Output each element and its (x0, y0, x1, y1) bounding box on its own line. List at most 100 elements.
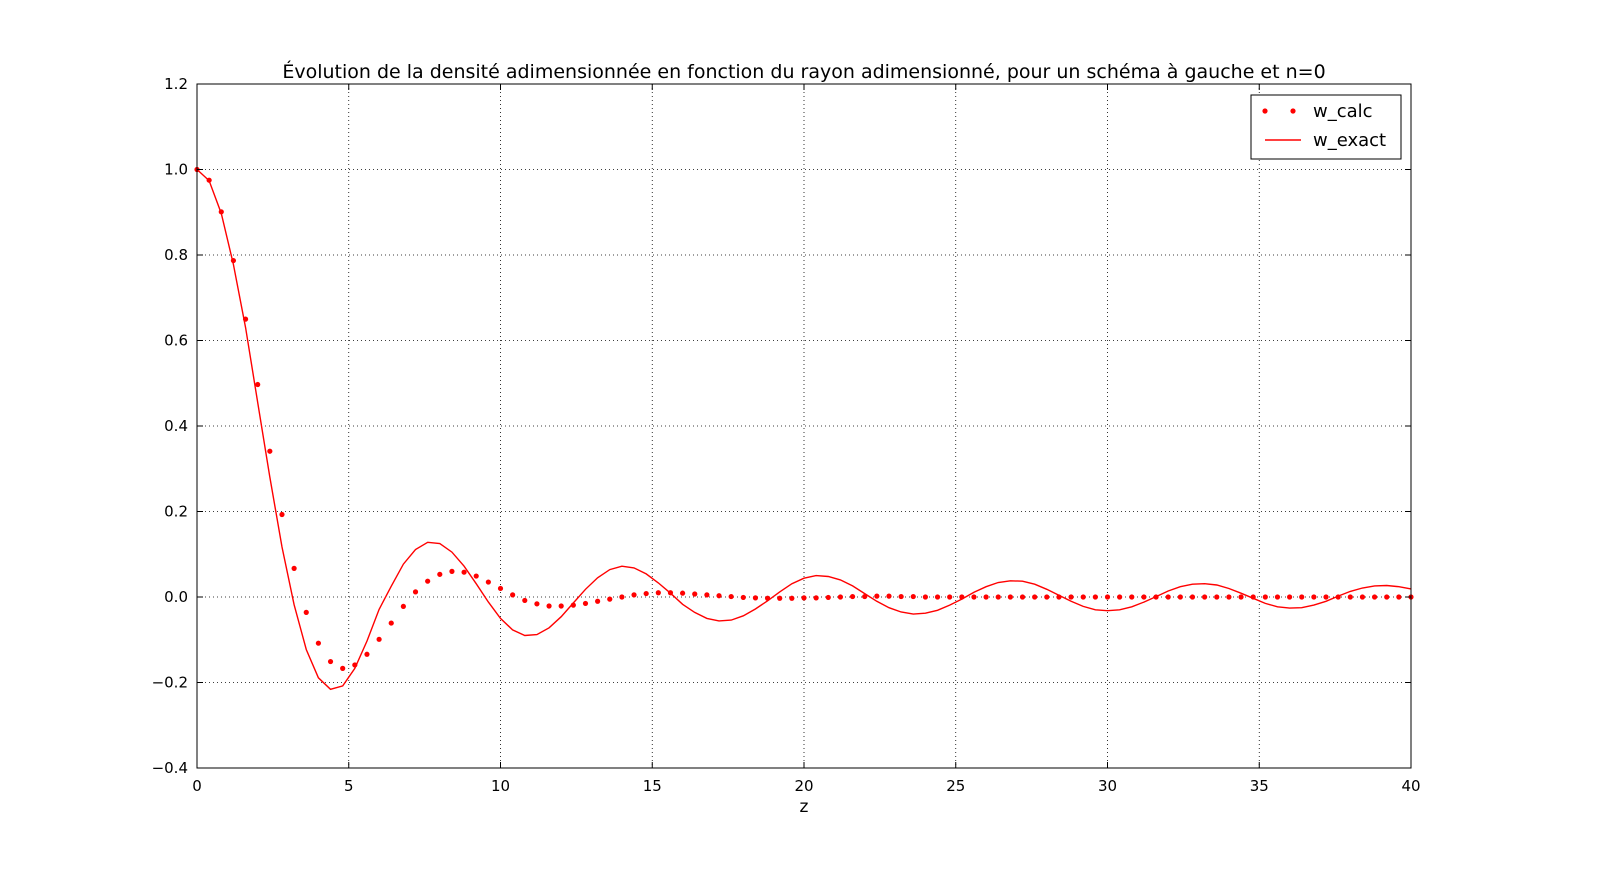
data-point-w_calc (704, 592, 710, 598)
y-tick-label: 0.8 (164, 246, 188, 264)
data-point-w_calc (825, 594, 831, 601)
data-point-w_calc (473, 573, 479, 579)
y-tick-label: 0.2 (164, 503, 188, 521)
data-point-w_calc (1068, 594, 1074, 600)
data-point-w_calc (922, 594, 929, 600)
data-point-w_calc (534, 601, 540, 607)
data-point-w_calc (1141, 594, 1147, 600)
data-point-w_calc (1044, 594, 1050, 600)
data-point-w_calc (1396, 594, 1402, 600)
x-tick-label: 40 (1401, 777, 1420, 795)
data-point-w_calc (1202, 594, 1208, 600)
data-point-w_calc (279, 511, 285, 518)
legend-label-w_exact: w_exact (1313, 130, 1386, 151)
data-point-w_calc (340, 665, 346, 671)
x-tick-label: 35 (1250, 777, 1269, 795)
x-axis-label: z (800, 797, 809, 817)
data-point-w_calc (1384, 594, 1390, 600)
data-point-w_calc (607, 596, 613, 602)
y-tick-label: −0.2 (152, 674, 188, 692)
data-point-w_calc (1274, 594, 1281, 600)
data-point-w_calc (376, 636, 382, 642)
data-point-w_calc (886, 593, 892, 599)
y-tick-label: 1.2 (164, 75, 188, 93)
data-point-w_calc (777, 595, 783, 601)
data-point-w_calc (862, 593, 868, 600)
data-point-w_calc (849, 593, 856, 600)
data-point-w_calc (582, 600, 589, 607)
data-point-w_calc (740, 594, 746, 601)
data-point-w_calc (1117, 594, 1123, 600)
data-point-w_calc (364, 651, 370, 657)
data-point-w_calc (558, 603, 564, 609)
data-point-w_calc (1299, 594, 1305, 600)
data-point-w_calc (1032, 594, 1038, 600)
data-point-w_calc (1177, 594, 1183, 600)
data-point-w_calc (1092, 594, 1098, 600)
legend-label-w_calc: w_calc (1313, 101, 1373, 122)
data-point-w_calc (1347, 594, 1353, 600)
data-point-w_calc (898, 593, 904, 600)
data-point-w_calc (1323, 594, 1329, 600)
data-point-w_calc (497, 585, 504, 592)
data-point-w_calc (1371, 594, 1378, 600)
data-point-w_calc (1189, 594, 1196, 600)
data-point-w_calc (1080, 594, 1086, 600)
data-point-w_calc (327, 658, 334, 665)
y-tick-label: 0.6 (164, 332, 188, 350)
legend: w_calc w_exact (1250, 94, 1402, 160)
data-point-w_calc (412, 589, 419, 595)
data-point-w_calc (643, 590, 649, 597)
data-point-w_calc (801, 595, 807, 601)
x-tick-label: 20 (794, 777, 813, 795)
data-point-w_calc (291, 565, 297, 571)
data-point-w_calc (437, 571, 443, 577)
y-tick-label: 1.0 (164, 161, 188, 179)
data-point-w_calc (655, 590, 661, 596)
series-line-w_exact (196, 168, 1412, 691)
data-point-w_calc (1104, 594, 1111, 600)
data-point-w_calc (1311, 594, 1317, 600)
data-point-w_calc (1019, 594, 1026, 600)
data-point-w_calc (680, 590, 686, 596)
data-point-w_calc (388, 620, 394, 626)
data-point-w_calc (255, 381, 261, 388)
y-tick-label: 0.0 (164, 588, 188, 606)
data-point-w_calc (1226, 594, 1232, 600)
plot-series (194, 166, 1414, 691)
data-point-w_calc (1007, 594, 1013, 600)
data-point-w_calc (522, 597, 528, 604)
x-tick-label: 10 (491, 777, 510, 795)
data-point-w_calc (449, 568, 455, 574)
data-point-w_calc (315, 640, 321, 646)
data-point-w_calc (303, 609, 309, 615)
data-point-w_calc (874, 593, 880, 599)
data-point-w_calc (1262, 594, 1268, 600)
data-point-w_calc (971, 594, 977, 600)
data-point-w_calc (1129, 594, 1135, 600)
x-tick-label: 15 (643, 777, 662, 795)
data-point-w_calc (1214, 594, 1220, 600)
data-point-w_calc (595, 598, 601, 604)
data-point-w_calc (728, 593, 734, 600)
x-tick-label: 0 (192, 777, 202, 795)
data-point-w_calc (400, 603, 406, 610)
data-point-w_calc (813, 595, 819, 601)
legend-swatch-w_calc (1262, 108, 1268, 114)
x-tick-label: 30 (1098, 777, 1117, 795)
data-point-w_calc (425, 578, 431, 584)
legend-swatch-w_calc (1290, 108, 1296, 114)
legend-box (1250, 94, 1402, 160)
data-point-w_calc (267, 448, 273, 454)
data-point-w_calc (934, 594, 941, 600)
axis-ticks: 0 5 10 15 20 25 30 35 40 −0.4 −0.2 0.0 0.2 0.4 0.6 0.8 1… (152, 75, 1421, 795)
data-point-w_calc (789, 595, 795, 601)
data-point-w_calc (692, 591, 698, 597)
x-tick-label: 25 (946, 777, 965, 795)
data-point-w_calc (485, 579, 491, 585)
data-point-w_calc (1165, 594, 1171, 600)
y-tick-label: 0.4 (164, 417, 188, 435)
data-point-w_calc (461, 569, 467, 575)
data-point-w_calc (1359, 594, 1366, 600)
